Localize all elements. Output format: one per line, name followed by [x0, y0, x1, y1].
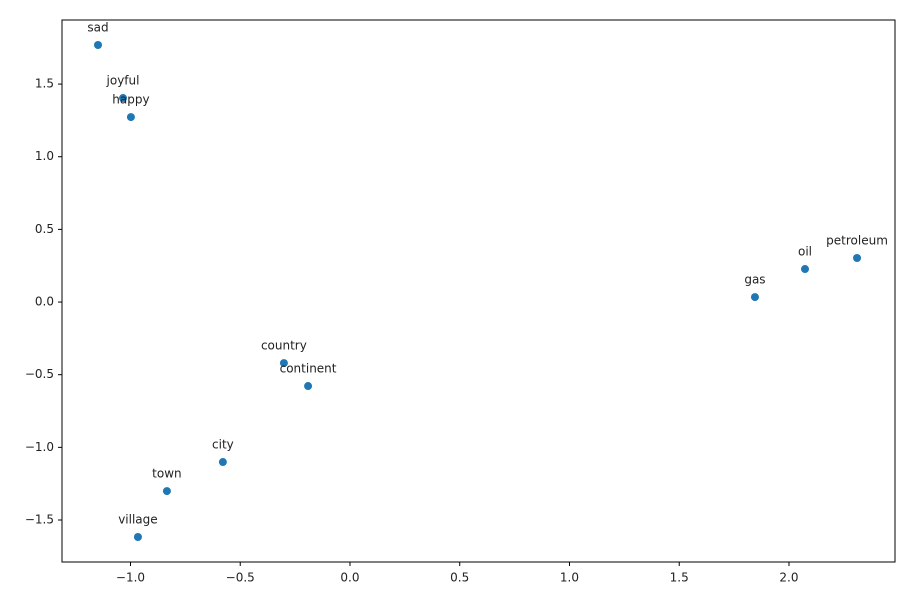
point	[801, 265, 810, 274]
plot-frame	[61, 19, 896, 563]
point-label: gas	[744, 273, 765, 287]
x-tick-label: 0.0	[340, 571, 359, 585]
y-tick-label: −0.5	[25, 367, 54, 381]
point-label: petroleum	[826, 234, 888, 248]
point-label: continent	[280, 362, 337, 376]
x-tick-label: −0.5	[226, 571, 255, 585]
point	[750, 293, 759, 302]
point	[218, 458, 227, 467]
y-tick-label: 0.0	[35, 295, 54, 309]
point-label: sad	[87, 20, 108, 34]
point	[93, 40, 102, 49]
point	[133, 533, 142, 542]
point	[279, 359, 288, 368]
point-label: country	[261, 339, 307, 353]
point	[119, 94, 128, 103]
point	[304, 382, 313, 391]
x-tick-label: 1.0	[560, 571, 579, 585]
y-tick-label: 1.0	[35, 149, 54, 163]
point-label: town	[152, 467, 181, 481]
point-label: village	[118, 513, 157, 527]
x-tick-label: 1.5	[670, 571, 689, 585]
point-label: happy	[112, 93, 149, 107]
y-tick-label: −1.5	[25, 513, 54, 527]
x-tick-label: 2.0	[779, 571, 798, 585]
y-tick-label: 1.5	[35, 77, 54, 91]
point	[162, 487, 171, 496]
point	[126, 113, 135, 122]
point-label: city	[212, 438, 234, 452]
point-label: oil	[798, 245, 812, 259]
y-tick-label: −1.0	[25, 440, 54, 454]
y-tick-label: 0.5	[35, 222, 54, 236]
x-tick-label: −1.0	[116, 571, 145, 585]
x-tick-label: 0.5	[450, 571, 469, 585]
point-label: joyful	[106, 74, 140, 88]
point	[853, 254, 862, 263]
